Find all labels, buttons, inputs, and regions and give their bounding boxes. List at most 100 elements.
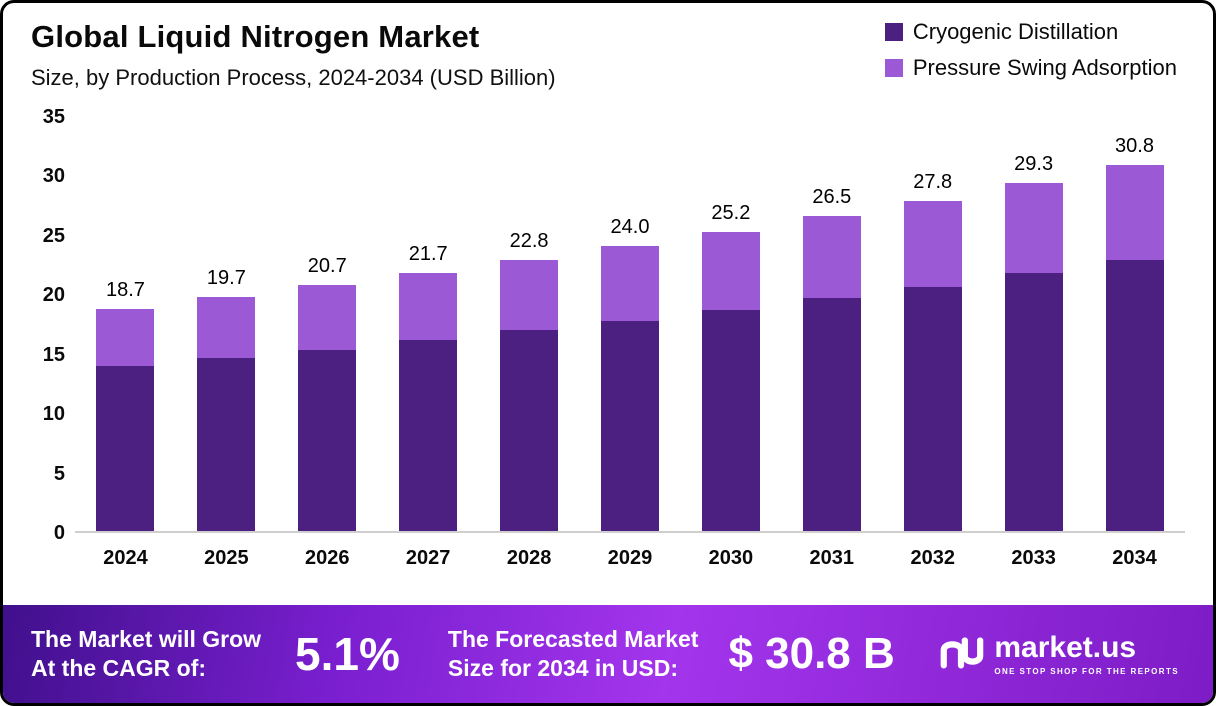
x-axis-label-2026: 2026 — [305, 547, 350, 569]
bar-stack — [96, 308, 155, 531]
legend-label: Pressure Swing Adsorption — [912, 55, 1177, 80]
bar-segment-cryogenic-distillation — [1105, 260, 1164, 531]
y-axis-tick-0: 0 — [53, 522, 65, 544]
x-axis-label-2029: 2029 — [607, 547, 653, 569]
bar-group-2031: 26.5 — [802, 186, 861, 531]
page-title: Global Liquid Nitrogen Market — [31, 19, 480, 54]
bar-segment-cryogenic-distillation — [1004, 273, 1063, 531]
x-axis-label-2028: 2028 — [506, 547, 552, 569]
legend-swatch-cryogenic-distillation — [884, 23, 903, 41]
bar-group-2027: 21.7 — [399, 243, 458, 531]
bar-group-2026: 20.7 — [298, 255, 357, 531]
bar-segment-pressure-swing-adsorption — [298, 284, 357, 351]
forecast-label-line2: Size for 2034 in USD: — [447, 655, 678, 681]
cagr-value: 5.1% — [295, 628, 400, 680]
stacked-bar-chart: 0 5 10 15 20 25 30 35 18.7 19.7 20.7 21.7 22.8 24.0 2… — [3, 106, 1213, 570]
x-axis-label-2032: 2032 — [910, 547, 955, 569]
cagr-label: The Market will Grow At the CAGR of: — [31, 625, 261, 683]
brand-tagline: ONE STOP SHOP FOR THE REPORTS — [994, 666, 1179, 676]
bar-total-label: 25.2 — [711, 201, 751, 224]
x-axis-label-2027: 2027 — [405, 547, 451, 569]
x-axis-label-2033: 2033 — [1011, 547, 1056, 569]
x-axis-label-2025: 2025 — [204, 547, 249, 569]
bar-segment-pressure-swing-adsorption — [500, 260, 559, 331]
bar-total-label: 18.7 — [105, 278, 145, 301]
bar-stack — [197, 296, 256, 531]
bar-total-label: 22.8 — [509, 230, 549, 253]
x-axis-label-2024: 2024 — [103, 547, 148, 569]
bar-segment-pressure-swing-adsorption — [802, 216, 861, 298]
brand-text: market.us ONE STOP SHOP FOR THE REPORTS — [994, 630, 1179, 676]
legend-label: Cryogenic Distillation — [912, 19, 1119, 44]
page-subtitle: Size, by Production Process, 2024-2034 (… — [31, 65, 556, 90]
bar-total-label: 24.0 — [610, 215, 650, 238]
y-axis-tick-30: 30 — [42, 165, 65, 188]
cagr-label-line1: The Market will Grow — [31, 626, 262, 653]
x-axis-label-2031: 2031 — [809, 547, 855, 569]
bar-stack — [802, 216, 861, 531]
y-axis-tick-5: 5 — [53, 462, 65, 485]
bar-segment-pressure-swing-adsorption — [701, 231, 760, 310]
bar-group-2029: 24.0 — [600, 215, 659, 531]
cagr-label-line2: At the CAGR of: — [31, 655, 207, 681]
bar-total-label: 27.8 — [913, 170, 953, 193]
y-axis-tick-15: 15 — [42, 343, 65, 366]
market-us-logo: market.us ONE STOP SHOP FOR THE REPORTS — [938, 629, 1179, 680]
bar-group-2034: 30.8 — [1105, 134, 1164, 531]
plot-area: 18.7 19.7 20.7 21.7 22.8 24.0 25.2 26.5 27.8 29.3… — [75, 117, 1185, 533]
bar-total-label: 30.8 — [1115, 134, 1154, 157]
bar-total-label: 26.5 — [812, 186, 852, 208]
bar-segment-pressure-swing-adsorption — [1105, 164, 1164, 260]
y-axis-tick-20: 20 — [42, 284, 65, 307]
legend-item-pressure-swing-adsorption: Pressure Swing Adsorption — [884, 55, 1177, 81]
bar-segment-cryogenic-distillation — [298, 350, 357, 531]
bar-stack — [1105, 164, 1164, 531]
x-axis-label-2034: 2034 — [1112, 547, 1157, 569]
bar-segment-cryogenic-distillation — [96, 365, 155, 531]
bar-stack — [298, 284, 357, 531]
legend: Cryogenic Distillation Pressure Swing Ad… — [884, 19, 1177, 81]
x-axis: 2024 2025 2026 2027 2028 2029 2030 2031 2032 2033… — [75, 547, 1185, 570]
forecast-label-line1: The Forecasted Market — [447, 626, 699, 653]
bar-segment-pressure-swing-adsorption — [399, 273, 458, 340]
bar-group-2025: 19.7 — [197, 266, 256, 531]
bar-group-2028: 22.8 — [500, 230, 559, 531]
bar-group-2030: 25.2 — [701, 201, 760, 531]
legend-item-cryogenic-distillation: Cryogenic Distillation — [884, 19, 1177, 45]
bar-segment-pressure-swing-adsorption — [96, 308, 155, 366]
bar-stack — [1004, 182, 1063, 531]
bar-group-2032: 27.8 — [903, 170, 962, 531]
bar-segment-cryogenic-distillation — [399, 339, 458, 531]
bar-total-label: 29.3 — [1014, 152, 1054, 175]
y-axis-tick-25: 25 — [42, 224, 65, 247]
bar-stack — [500, 260, 559, 531]
bar-group-2033: 29.3 — [1004, 152, 1063, 531]
forecast-label: The Forecasted Market Size for 2034 in U… — [448, 625, 699, 683]
bar-stack — [903, 200, 962, 531]
chart-header: Global Liquid Nitrogen Market Size, by P… — [3, 3, 1213, 91]
y-axis: 0 5 10 15 20 25 30 35 — [21, 106, 75, 544]
bar-segment-cryogenic-distillation — [600, 320, 659, 531]
bar-segment-cryogenic-distillation — [802, 298, 861, 531]
bar-stack — [399, 273, 458, 531]
bar-segment-pressure-swing-adsorption — [197, 296, 256, 358]
bar-stack — [701, 231, 760, 531]
bar-stack — [600, 245, 659, 531]
legend-swatch-pressure-swing-adsorption — [884, 59, 903, 77]
plot-column: 18.7 19.7 20.7 21.7 22.8 24.0 25.2 26.5 27.8 29.3… — [75, 117, 1185, 570]
bar-segment-pressure-swing-adsorption — [1004, 182, 1063, 274]
bar-segment-cryogenic-distillation — [500, 330, 559, 531]
bar-segment-cryogenic-distillation — [701, 309, 760, 531]
x-axis-label-2030: 2030 — [708, 547, 754, 569]
brand-name: market.us — [994, 630, 1137, 664]
market-us-logo-icon — [938, 629, 984, 680]
bar-total-label: 19.7 — [206, 266, 246, 289]
bar-segment-pressure-swing-adsorption — [600, 245, 659, 321]
bar-segment-pressure-swing-adsorption — [903, 200, 962, 288]
bar-total-label: 21.7 — [408, 243, 448, 266]
y-axis-tick-10: 10 — [42, 403, 65, 426]
forecast-value: $ 30.8 B — [728, 629, 895, 678]
bar-segment-cryogenic-distillation — [903, 287, 962, 531]
bottom-banner: The Market will Grow At the CAGR of: 5.1… — [3, 605, 1213, 703]
